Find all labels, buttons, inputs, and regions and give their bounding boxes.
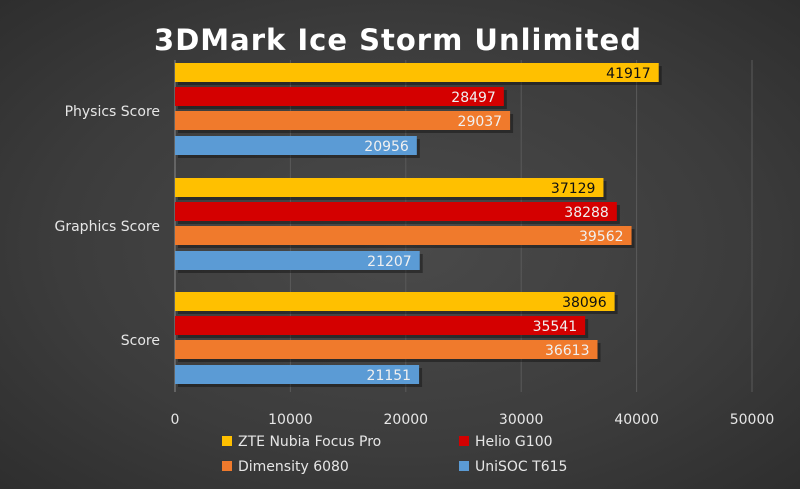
data-label: 35541 [533,319,578,335]
bar [175,365,420,384]
legend-swatch [222,461,232,471]
data-label: 21151 [367,368,412,384]
legend-label: Dimensity 6080 [238,459,349,475]
x-tick-label: 20000 [384,412,429,428]
legend-label: Helio G100 [475,434,553,450]
data-label: 28497 [451,90,496,106]
category-label: Score [121,333,160,349]
bar [175,202,617,221]
bar [175,178,604,197]
legend-swatch [459,461,469,471]
data-label: 29037 [458,114,503,130]
bar [175,292,615,311]
legend-label: ZTE Nubia Focus Pro [238,434,381,450]
x-tick-label: 40000 [614,412,659,428]
category-label: Graphics Score [55,219,161,235]
data-label: 20956 [364,139,409,155]
x-tick-label: 50000 [730,412,775,428]
data-label: 38096 [562,295,607,311]
x-tick-label: 30000 [499,412,544,428]
bar [175,111,511,130]
bar [175,87,504,106]
legend-swatch [222,436,232,446]
bar [175,316,586,335]
bar [175,340,598,359]
data-label: 36613 [545,343,590,359]
bar [175,251,420,270]
data-label: 38288 [564,205,609,221]
data-label: 21207 [367,254,412,270]
legend-swatch [459,436,469,446]
x-tick-label: 0 [171,412,180,428]
bar [175,63,659,82]
x-tick-label: 10000 [268,412,313,428]
legend-label: UniSOC T615 [475,459,567,475]
data-label: 39562 [579,229,624,245]
data-label: 41917 [606,66,651,82]
bar [175,136,417,155]
data-label: 37129 [551,181,596,197]
category-label: Physics Score [65,104,160,120]
chart-title: 3DMark Ice Storm Unlimited [154,23,642,57]
bar [175,226,632,245]
